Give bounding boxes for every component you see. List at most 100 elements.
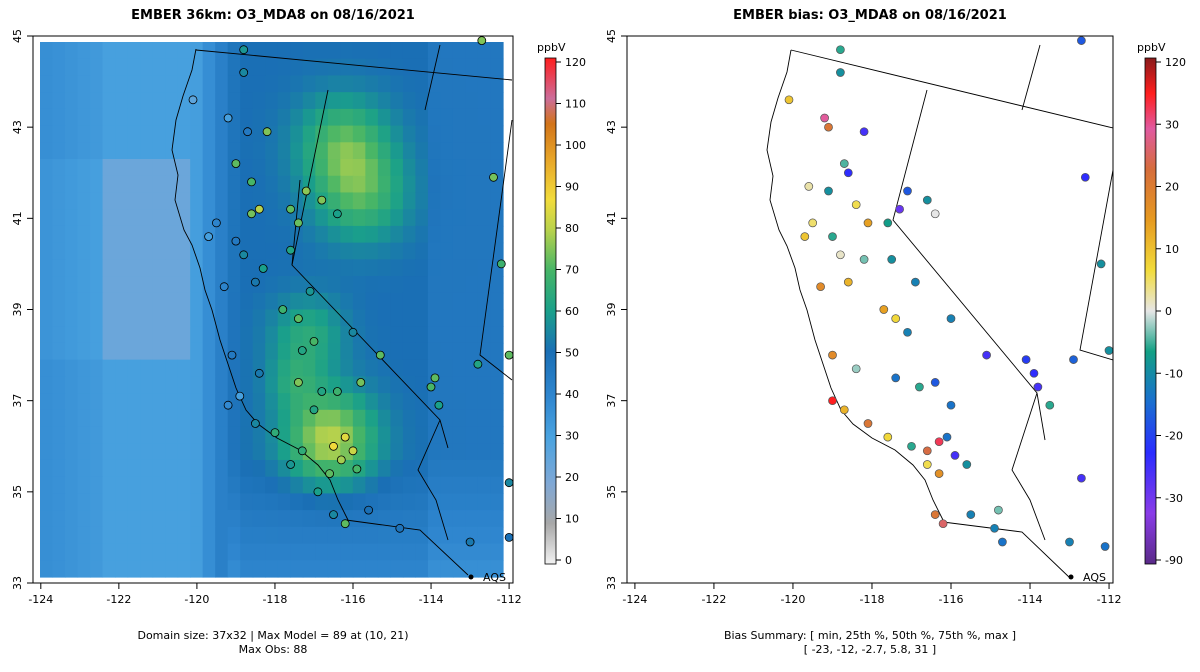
grid-cell <box>102 510 116 528</box>
grid-cell <box>177 209 191 227</box>
grid-cell <box>77 493 91 511</box>
grid-cell <box>352 159 366 177</box>
grid-cell <box>365 292 379 311</box>
grid-cell <box>390 342 404 361</box>
grid-cell <box>52 309 66 327</box>
grid-cell <box>52 75 66 93</box>
grid-cell <box>152 459 166 478</box>
grid-cell <box>77 393 91 411</box>
grid-cell <box>227 259 241 277</box>
colorbar-tick-label: 120 <box>1165 56 1186 69</box>
grid-cell <box>52 560 66 578</box>
grid-cell <box>340 309 354 327</box>
bias-point <box>911 277 920 287</box>
colorbar-tick-label: -20 <box>1165 430 1183 443</box>
grid-cell <box>402 309 416 327</box>
grid-cell <box>240 276 254 294</box>
grid-cell <box>252 459 266 478</box>
right-boundaries <box>766 44 1113 579</box>
grid-cell <box>465 560 479 578</box>
y-tick-label: 41 <box>605 211 618 225</box>
grid-cell <box>390 510 404 528</box>
grid-cell <box>302 108 316 127</box>
grid-cell <box>127 560 141 578</box>
grid-cell <box>190 359 204 377</box>
grid-cell <box>65 342 79 361</box>
grid-cell <box>315 543 329 561</box>
colorbar-tick-label: 40 <box>565 388 579 401</box>
grid-cell <box>165 92 179 110</box>
grid-cell <box>127 142 141 160</box>
grid-cell <box>240 159 254 177</box>
grid-cell <box>327 259 341 277</box>
grid-cell <box>102 175 116 194</box>
grid-cell <box>465 326 479 344</box>
grid-cell <box>427 92 442 110</box>
grid-cell <box>415 426 429 444</box>
grid-cell <box>277 225 291 244</box>
grid-cell <box>315 75 329 93</box>
grid-cell <box>452 225 467 244</box>
obs-point <box>286 460 296 469</box>
grid-cell <box>252 125 266 143</box>
grid-cell <box>227 476 241 495</box>
grid-cell <box>427 175 442 194</box>
grid-cell <box>227 42 241 60</box>
grid-cell <box>377 175 391 194</box>
grid-cell <box>277 526 291 545</box>
grid-cell <box>90 309 104 327</box>
grid-cell <box>265 443 279 461</box>
grid-cell <box>390 276 404 294</box>
grid-cell <box>290 426 304 444</box>
grid-cell <box>165 259 179 277</box>
grid-cell <box>490 560 504 578</box>
grid-cell <box>177 142 191 160</box>
grid-cell <box>140 292 154 311</box>
bias-point <box>808 218 818 228</box>
grid-cell <box>215 309 229 327</box>
grid-cell <box>252 242 266 260</box>
grid-cell <box>65 108 79 127</box>
grid-cell <box>490 543 504 561</box>
state-border-id-nv <box>1021 44 1041 111</box>
grid-cell <box>215 125 229 143</box>
grid-cell <box>65 526 79 545</box>
grid-cell <box>127 259 141 277</box>
grid-cell <box>165 58 179 77</box>
grid-cell <box>277 359 291 377</box>
grid-cell <box>77 259 91 277</box>
grid-cell <box>127 309 141 327</box>
grid-cell <box>277 376 291 394</box>
colorbar-tick-label: 0 <box>565 554 572 567</box>
grid-cell <box>327 159 341 177</box>
grid-cell <box>440 309 454 327</box>
grid-cell <box>340 493 354 511</box>
state-border-nv-ut <box>1079 169 1113 361</box>
grid-cell <box>477 493 492 511</box>
grid-cell <box>452 108 467 127</box>
grid-cell <box>102 108 116 127</box>
grid-cell <box>152 510 166 528</box>
grid-cell <box>177 560 191 578</box>
obs-point <box>325 469 335 479</box>
grid-cell <box>215 476 229 495</box>
bias-point <box>934 437 944 447</box>
bias-point <box>930 209 940 219</box>
grid-cell <box>190 342 204 361</box>
grid-cell <box>65 560 79 578</box>
grid-cell <box>127 459 141 478</box>
grid-cell <box>115 292 129 311</box>
grid-cell <box>202 242 216 260</box>
grid-cell <box>65 42 79 60</box>
x-tick-label: -124 <box>622 593 647 606</box>
grid-cell <box>202 259 216 277</box>
bias-point <box>879 305 889 314</box>
grid-cell <box>302 459 316 478</box>
grid-cell <box>477 443 492 461</box>
grid-cell <box>40 342 54 361</box>
grid-cell <box>465 225 479 244</box>
grid-cell <box>90 192 104 210</box>
grid-cell <box>115 526 129 545</box>
grid-cell <box>65 409 79 428</box>
grid-cell <box>290 175 304 194</box>
